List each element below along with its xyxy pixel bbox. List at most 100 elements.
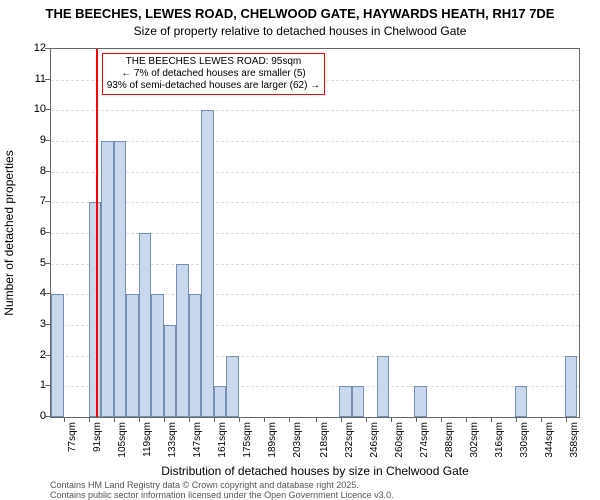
histogram-bar: [139, 233, 152, 417]
y-gridline: [51, 110, 579, 111]
info-line-title: THE BEECHES LEWES ROAD: 95sqm: [107, 56, 320, 68]
x-tick-mark: [89, 417, 90, 422]
y-tick-label: 9: [22, 135, 46, 146]
x-tick-mark: [239, 417, 240, 422]
x-tick-mark: [64, 417, 65, 422]
x-tick-mark: [391, 417, 392, 422]
x-tick-label: 260sqm: [394, 422, 405, 462]
histogram-bar: [339, 386, 352, 417]
chart-title-main: THE BEECHES, LEWES ROAD, CHELWOOD GATE, …: [0, 6, 600, 21]
y-axis-label: Number of detached properties: [2, 48, 18, 418]
y-tick-label: 7: [22, 196, 46, 207]
y-tick-mark: [45, 416, 50, 417]
histogram-bar: [51, 294, 64, 417]
y-tick-mark: [45, 324, 50, 325]
x-tick-label: 105sqm: [117, 422, 128, 462]
x-tick-mark: [491, 417, 492, 422]
histogram-bar: [176, 264, 189, 417]
x-tick-mark: [264, 417, 265, 422]
histogram-bar: [352, 386, 365, 417]
y-tick-label: 5: [22, 258, 46, 269]
x-tick-mark: [566, 417, 567, 422]
x-tick-mark: [316, 417, 317, 422]
info-line-smaller: ← 7% of detached houses are smaller (5): [107, 68, 320, 80]
x-tick-label: 147sqm: [192, 422, 203, 462]
x-tick-mark: [114, 417, 115, 422]
chart-container: THE BEECHES, LEWES ROAD, CHELWOOD GATE, …: [0, 0, 600, 500]
x-tick-mark: [516, 417, 517, 422]
x-tick-mark: [466, 417, 467, 422]
x-tick-label: 203sqm: [292, 422, 303, 462]
x-tick-label: 77sqm: [67, 422, 78, 462]
histogram-bar: [151, 294, 164, 417]
x-tick-label: 189sqm: [267, 422, 278, 462]
histogram-bar: [515, 386, 528, 417]
y-gridline: [51, 264, 579, 265]
attribution-line2: Contains public sector information licen…: [50, 490, 394, 500]
x-tick-label: 344sqm: [544, 422, 555, 462]
x-tick-mark: [541, 417, 542, 422]
x-axis-label: Distribution of detached houses by size …: [50, 464, 580, 478]
y-tick-mark: [45, 109, 50, 110]
x-tick-mark: [289, 417, 290, 422]
histogram-bar: [189, 294, 202, 417]
y-tick-mark: [45, 171, 50, 172]
x-tick-mark: [441, 417, 442, 422]
histogram-bar: [126, 294, 139, 417]
x-tick-label: 358sqm: [569, 422, 580, 462]
property-marker-line: [96, 49, 98, 417]
y-tick-mark: [45, 232, 50, 233]
x-tick-mark: [341, 417, 342, 422]
x-tick-label: 288sqm: [444, 422, 455, 462]
y-tick-mark: [45, 48, 50, 49]
y-tick-label: 3: [22, 319, 46, 330]
x-tick-label: 119sqm: [142, 422, 153, 462]
y-tick-mark: [45, 140, 50, 141]
x-tick-label: 175sqm: [242, 422, 253, 462]
histogram-bar: [226, 356, 239, 417]
property-info-box: THE BEECHES LEWES ROAD: 95sqm← 7% of det…: [102, 53, 325, 95]
attribution-text: Contains HM Land Registry data © Crown c…: [50, 480, 394, 500]
y-tick-mark: [45, 201, 50, 202]
chart-title-sub: Size of property relative to detached ho…: [0, 24, 600, 38]
y-tick-label: 8: [22, 166, 46, 177]
x-tick-label: 274sqm: [419, 422, 430, 462]
x-tick-label: 161sqm: [217, 422, 228, 462]
plot-area: THE BEECHES LEWES ROAD: 95sqm← 7% of det…: [50, 48, 580, 418]
x-tick-mark: [366, 417, 367, 422]
histogram-bar: [101, 141, 114, 417]
histogram-bar: [214, 386, 227, 417]
y-tick-label: 1: [22, 380, 46, 391]
y-tick-mark: [45, 79, 50, 80]
histogram-bar: [565, 356, 578, 417]
y-tick-label: 4: [22, 288, 46, 299]
x-tick-mark: [139, 417, 140, 422]
x-tick-label: 133sqm: [167, 422, 178, 462]
histogram-bar: [414, 386, 427, 417]
x-tick-label: 91sqm: [92, 422, 103, 462]
x-tick-label: 246sqm: [369, 422, 380, 462]
y-tick-mark: [45, 385, 50, 386]
x-tick-label: 330sqm: [519, 422, 530, 462]
y-gridline: [51, 141, 579, 142]
x-tick-mark: [189, 417, 190, 422]
y-tick-label: 0: [22, 411, 46, 422]
histogram-bar: [164, 325, 177, 417]
x-tick-mark: [214, 417, 215, 422]
y-tick-mark: [45, 355, 50, 356]
y-tick-label: 2: [22, 350, 46, 361]
x-tick-label: 316sqm: [494, 422, 505, 462]
y-tick-label: 12: [22, 43, 46, 54]
y-tick-label: 10: [22, 104, 46, 115]
y-gridline: [51, 172, 579, 173]
x-tick-label: 232sqm: [344, 422, 355, 462]
y-tick-mark: [45, 263, 50, 264]
x-tick-label: 218sqm: [319, 422, 330, 462]
histogram-bar: [114, 141, 127, 417]
y-tick-mark: [45, 293, 50, 294]
info-line-larger: 93% of semi-detached houses are larger (…: [107, 80, 320, 92]
y-gridline: [51, 233, 579, 234]
histogram-bar: [201, 110, 214, 417]
y-tick-label: 11: [22, 74, 46, 85]
attribution-line1: Contains HM Land Registry data © Crown c…: [50, 480, 359, 490]
